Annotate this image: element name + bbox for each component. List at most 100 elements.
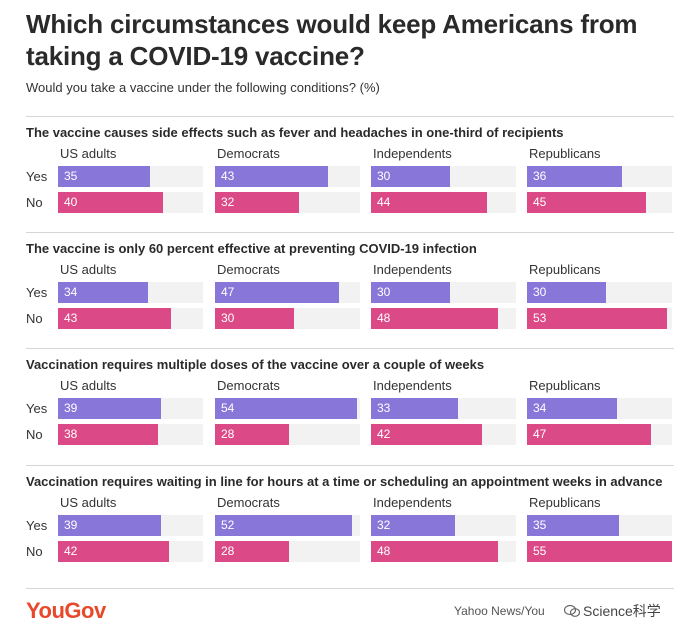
bar-value-label: 33 — [377, 401, 391, 415]
bar-value-label: 44 — [377, 195, 391, 209]
bar-no: 44 — [371, 192, 487, 213]
group-label: Republicans — [529, 495, 601, 510]
bar-track: 42 — [58, 541, 203, 562]
bar-value-label: 47 — [533, 427, 547, 441]
bar-value-label: 30 — [533, 285, 547, 299]
row-label-no: No — [26, 195, 43, 210]
bar-no: 28 — [215, 541, 289, 562]
group-label: Independents — [373, 495, 452, 510]
bar-yes: 39 — [58, 515, 161, 536]
bar-value-label: 39 — [64, 518, 78, 532]
bar-track: 39 — [58, 398, 203, 419]
source-note: Yahoo News/You — [454, 604, 545, 618]
row-label-no: No — [26, 427, 43, 442]
bar-track: 42 — [371, 424, 516, 445]
bar-track: 39 — [58, 515, 203, 536]
bar-yes: 54 — [215, 398, 357, 419]
bar-track: 35 — [58, 166, 203, 187]
bar-value-label: 28 — [221, 544, 235, 558]
bar-track: 34 — [527, 398, 672, 419]
panel-title: Vaccination requires multiple doses of t… — [26, 357, 485, 372]
bar-track: 30 — [527, 282, 672, 303]
bar-value-label: 54 — [221, 401, 235, 415]
bar-yes: 35 — [527, 515, 619, 536]
bar-track: 43 — [215, 166, 360, 187]
bar-no: 40 — [58, 192, 163, 213]
panel-divider — [26, 232, 674, 233]
bar-track: 32 — [371, 515, 516, 536]
bar-no: 47 — [527, 424, 651, 445]
bar-track: 45 — [527, 192, 672, 213]
bar-yes: 43 — [215, 166, 328, 187]
bar-track: 30 — [215, 308, 360, 329]
bar-yes: 47 — [215, 282, 339, 303]
bar-track: 54 — [215, 398, 360, 419]
bar-value-label: 32 — [221, 195, 235, 209]
bar-track: 53 — [527, 308, 672, 329]
group-label: US adults — [60, 495, 117, 510]
bar-no: 38 — [58, 424, 158, 445]
group-label: Democrats — [217, 495, 280, 510]
bar-track: 32 — [215, 192, 360, 213]
bar-track: 44 — [371, 192, 516, 213]
chart-title: Which circumstances would keep Americans… — [26, 9, 638, 71]
bar-value-label: 32 — [377, 518, 391, 532]
bar-no: 48 — [371, 541, 498, 562]
bar-value-label: 42 — [377, 427, 391, 441]
bar-no: 48 — [371, 308, 498, 329]
bar-track: 36 — [527, 166, 672, 187]
yougov-logo: YouGov — [26, 598, 106, 623]
bar-value-label: 35 — [533, 518, 547, 532]
chart-subtitle: Would you take a vaccine under the follo… — [26, 80, 380, 95]
bar-value-label: 40 — [64, 195, 78, 209]
watermark-text: Science科学 — [583, 603, 661, 619]
bar-track: 33 — [371, 398, 516, 419]
bar-track: 43 — [58, 308, 203, 329]
bar-yes: 34 — [58, 282, 148, 303]
bar-yes: 35 — [58, 166, 150, 187]
bar-yes: 32 — [371, 515, 455, 536]
panel-divider — [26, 348, 674, 349]
bar-track: 40 — [58, 192, 203, 213]
panel-divider — [26, 465, 674, 466]
bar-value-label: 30 — [221, 311, 235, 325]
bar-value-label: 43 — [64, 311, 78, 325]
row-label-yes: Yes — [26, 169, 48, 184]
group-label: US adults — [60, 378, 117, 393]
group-label: Independents — [373, 262, 452, 277]
bar-track: 30 — [371, 166, 516, 187]
bar-yes: 52 — [215, 515, 352, 536]
group-label: Democrats — [217, 146, 280, 161]
panel-title: The vaccine is only 60 percent effective… — [26, 241, 477, 256]
bar-value-label: 55 — [533, 544, 547, 558]
bar-yes: 36 — [527, 166, 622, 187]
bar-track: 34 — [58, 282, 203, 303]
bar-yes: 34 — [527, 398, 617, 419]
bar-value-label: 43 — [221, 169, 235, 183]
chat-bubble-icon — [564, 604, 580, 617]
bar-yes: 30 — [371, 166, 450, 187]
panel-title: Vaccination requires waiting in line for… — [26, 474, 663, 489]
bar-track: 48 — [371, 308, 516, 329]
panel-title: The vaccine causes side effects such as … — [26, 125, 564, 140]
bar-no: 43 — [58, 308, 171, 329]
group-label: Republicans — [529, 146, 601, 161]
bar-no: 30 — [215, 308, 294, 329]
bar-no: 53 — [527, 308, 667, 329]
bar-value-label: 38 — [64, 427, 78, 441]
row-label-yes: Yes — [26, 401, 48, 416]
bar-value-label: 48 — [377, 544, 391, 558]
bar-yes: 39 — [58, 398, 161, 419]
bar-yes: 30 — [527, 282, 606, 303]
bar-value-label: 35 — [64, 169, 78, 183]
row-label-no: No — [26, 311, 43, 326]
bar-value-label: 48 — [377, 311, 391, 325]
group-label: Republicans — [529, 378, 601, 393]
bar-value-label: 36 — [533, 169, 547, 183]
bar-track: 47 — [527, 424, 672, 445]
bar-value-label: 28 — [221, 427, 235, 441]
panel-divider — [26, 116, 674, 117]
bar-value-label: 47 — [221, 285, 235, 299]
row-label-yes: Yes — [26, 285, 48, 300]
group-label: US adults — [60, 146, 117, 161]
